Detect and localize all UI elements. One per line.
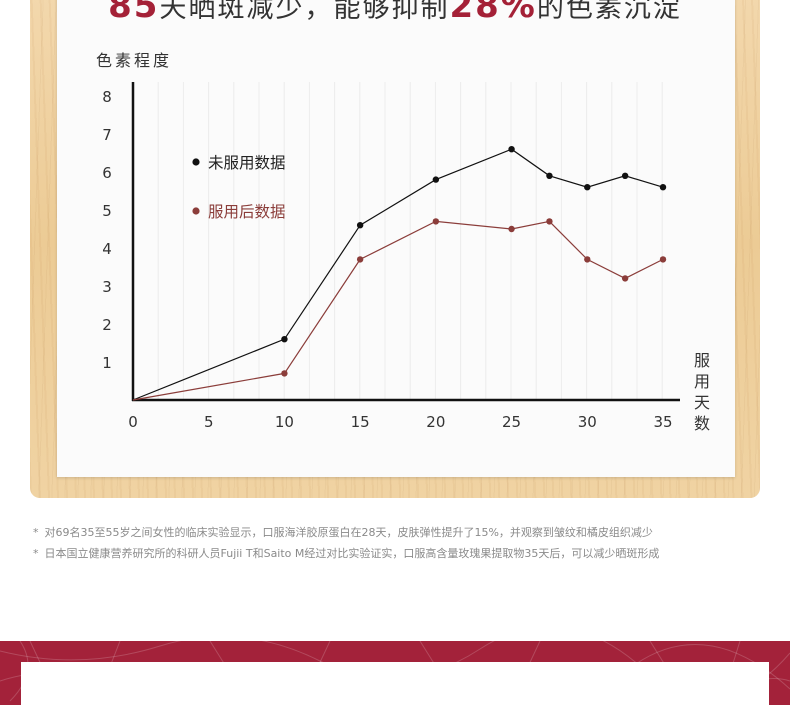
headline-percent: 28%	[449, 0, 537, 26]
series-2-point	[621, 275, 629, 282]
series-line-2	[132, 220, 664, 401]
headline-middle: 天晒斑减少，能够抑制	[159, 0, 450, 24]
y-tick-label: 2	[102, 316, 112, 334]
series-2-point	[508, 225, 515, 233]
series-2-point	[281, 370, 288, 377]
series-1-point	[508, 146, 515, 153]
x-tick-label: 5	[204, 413, 214, 431]
chart-panel	[57, 0, 735, 477]
x-axis-label: 服用天数	[694, 351, 710, 433]
series-1-point	[432, 176, 440, 183]
footnote-1: * 对69名35至55岁之间女性的临床实验显示，口服海洋胶原蛋白在28天，皮肤弹性…	[33, 522, 773, 543]
footnote-2: * 日本国立健康营养研究所的科研人员Fujii T和Saito M经过对比实验证实…	[33, 543, 773, 564]
footnote-2-text: 日本国立健康营养研究所的科研人员Fujii T和Saito M经过对比实验证实，…	[44, 547, 660, 560]
series-2-point	[546, 218, 553, 225]
series-line-1	[132, 148, 664, 401]
x-tick-label: 35	[653, 413, 672, 431]
headline: 85天晒斑减少，能够抑制28%的色素沉淀	[0, 0, 790, 26]
footnotes: * 对69名35至55岁之间女性的临床实验显示，口服海洋胶原蛋白在28天，皮肤弹性…	[33, 522, 773, 564]
legend-label-1: 未服用数据	[208, 154, 286, 172]
headline-days: 85	[108, 0, 160, 26]
series-1-point	[281, 336, 288, 343]
y-tick-label: 7	[102, 126, 112, 144]
headline-suffix: 的色素沉淀	[536, 0, 682, 24]
footnote-marker: *	[33, 526, 39, 539]
y-tick-label: 8	[102, 88, 112, 106]
series-2-point	[356, 256, 364, 263]
x-tick-label: 10	[275, 413, 294, 431]
x-tick-label: 30	[578, 413, 597, 431]
y-tick-label: 1	[102, 354, 112, 372]
legend-marker-1	[192, 158, 200, 166]
footnote-1-text: 对69名35至55岁之间女性的临床实验显示，口服海洋胶原蛋白在28天，皮肤弹性提…	[44, 526, 653, 539]
y-tick-label: 5	[102, 202, 112, 220]
series-1-point	[659, 184, 667, 191]
next-section-card	[21, 662, 769, 712]
x-tick-label: 20	[426, 413, 445, 431]
y-axis-label: 色素程度	[96, 51, 172, 70]
series-1-point	[584, 184, 591, 191]
series-1-point	[621, 172, 629, 179]
x-tick-label: 0	[128, 413, 138, 431]
y-tick-label: 3	[102, 278, 112, 296]
series-2-point	[432, 218, 440, 225]
footnote-marker: *	[33, 547, 39, 560]
series-1-point	[546, 172, 553, 179]
y-tick-label: 6	[102, 164, 112, 182]
y-tick-label: 4	[102, 240, 112, 258]
series-2-point	[659, 256, 667, 263]
legend-marker-2	[192, 207, 200, 215]
x-tick-label: 25	[502, 413, 521, 431]
series-1-point	[356, 222, 364, 229]
legend-label-2: 服用后数据	[208, 203, 286, 221]
x-tick-label: 15	[351, 413, 370, 431]
series-2-point	[584, 256, 591, 263]
